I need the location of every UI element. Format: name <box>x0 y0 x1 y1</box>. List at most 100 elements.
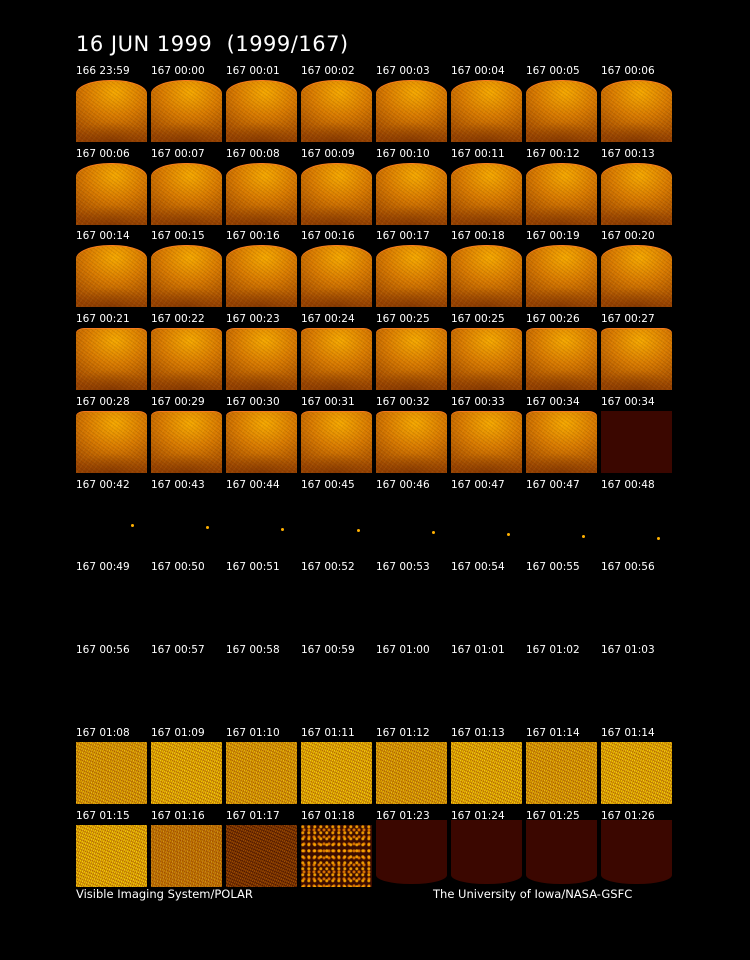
frame-timestamp: 167 00:29 <box>151 396 205 408</box>
image-frame-cell: 167 00:16 <box>226 230 299 312</box>
frame-image <box>151 245 222 307</box>
image-frame-cell: 167 00:53 <box>376 561 449 643</box>
frame-image <box>151 494 222 556</box>
frame-image <box>226 163 297 225</box>
frame-timestamp: 167 00:13 <box>601 148 655 160</box>
frame-timestamp: 167 00:45 <box>301 479 355 491</box>
image-frame-cell: 167 00:49 <box>76 561 149 643</box>
frame-timestamp: 167 00:42 <box>76 479 130 491</box>
image-frame-cell: 167 00:20 <box>601 230 674 312</box>
frame-timestamp: 167 00:19 <box>526 230 580 242</box>
image-frame-cell: 167 00:22 <box>151 313 224 395</box>
image-frame-cell: 167 01:13 <box>451 727 524 809</box>
frame-timestamp: 167 01:10 <box>226 727 280 739</box>
frame-image <box>376 659 447 721</box>
aurora-dot <box>582 534 586 538</box>
image-frame-cell: 167 01:15 <box>76 810 149 892</box>
frame-image <box>301 328 372 390</box>
frame-timestamp: 167 00:23 <box>226 313 280 325</box>
frame-timestamp: 167 00:22 <box>151 313 205 325</box>
frame-timestamp: 167 00:26 <box>526 313 580 325</box>
image-frame-cell: 167 00:42 <box>76 479 149 561</box>
image-frame-cell: 167 00:03 <box>376 65 449 147</box>
frame-image <box>151 576 222 638</box>
frame-image <box>76 245 147 307</box>
frame-image <box>151 411 222 473</box>
frame-timestamp: 167 01:23 <box>376 810 430 822</box>
frame-timestamp: 167 00:51 <box>226 561 280 573</box>
frame-image <box>376 742 447 804</box>
image-frame-cell: 167 00:57 <box>151 644 224 726</box>
frame-image <box>76 742 147 804</box>
image-frame-cell: 167 00:27 <box>601 313 674 395</box>
frame-image <box>301 245 372 307</box>
image-frame-cell: 167 01:11 <box>301 727 374 809</box>
frame-image <box>151 742 222 804</box>
frame-image <box>301 494 372 556</box>
frame-timestamp: 167 01:24 <box>451 810 505 822</box>
image-frame-cell: 167 00:13 <box>601 148 674 230</box>
image-frame-cell: 167 00:12 <box>526 148 599 230</box>
image-frame-cell: 167 00:52 <box>301 561 374 643</box>
image-frame-cell: 167 00:34 <box>601 396 674 478</box>
image-frame-cell: 167 01:09 <box>151 727 224 809</box>
image-frame-cell: 167 00:48 <box>601 479 674 561</box>
frame-image <box>226 576 297 638</box>
frame-timestamp: 167 00:56 <box>76 644 130 656</box>
frame-image <box>301 411 372 473</box>
page-title: 16 JUN 1999 (1999/167) <box>76 32 349 56</box>
frame-image <box>451 328 522 390</box>
frame-image <box>601 245 672 307</box>
frame-image <box>151 659 222 721</box>
image-frame-cell: 167 00:55 <box>526 561 599 643</box>
image-frame-cell: 167 00:19 <box>526 230 599 312</box>
frame-timestamp: 167 00:47 <box>451 479 505 491</box>
frame-timestamp: 167 00:57 <box>151 644 205 656</box>
frame-image <box>601 328 672 390</box>
image-frame-cell: 167 00:43 <box>151 479 224 561</box>
frame-timestamp: 167 00:03 <box>376 65 430 77</box>
image-frame-cell: 167 00:32 <box>376 396 449 478</box>
image-frame-cell: 167 00:07 <box>151 148 224 230</box>
frame-timestamp: 167 00:55 <box>526 561 580 573</box>
frame-timestamp: 167 01:12 <box>376 727 430 739</box>
image-frame-cell: 167 01:26 <box>601 810 674 892</box>
frame-image <box>451 659 522 721</box>
image-frame-cell: 167 00:34 <box>526 396 599 478</box>
aurora-dot <box>131 524 134 527</box>
frame-timestamp: 167 00:01 <box>226 65 280 77</box>
frame-timestamp: 167 00:50 <box>151 561 205 573</box>
image-frame-cell: 167 01:03 <box>601 644 674 726</box>
frame-image <box>601 494 672 556</box>
image-frame-cell: 167 00:33 <box>451 396 524 478</box>
frame-image <box>376 245 447 307</box>
image-frame-cell: 167 00:15 <box>151 230 224 312</box>
image-frame-cell: 167 00:02 <box>301 65 374 147</box>
frame-image <box>226 328 297 390</box>
frame-image <box>76 825 147 887</box>
image-frame-cell: 167 00:21 <box>76 313 149 395</box>
frame-image <box>526 163 597 225</box>
image-frame-cell: 167 01:08 <box>76 727 149 809</box>
image-frame-cell: 166 23:59 <box>76 65 149 147</box>
image-frame-cell: 167 00:05 <box>526 65 599 147</box>
frame-timestamp: 167 00:08 <box>226 148 280 160</box>
frame-timestamp: 167 01:14 <box>526 727 580 739</box>
frame-image <box>301 576 372 638</box>
image-frame-cell: 167 01:23 <box>376 810 449 892</box>
frame-timestamp: 167 00:16 <box>301 230 355 242</box>
frame-timestamp: 167 00:34 <box>526 396 580 408</box>
footer-credit-instrument: Visible Imaging System/POLAR <box>76 887 253 901</box>
image-frame-cell: 167 00:14 <box>76 230 149 312</box>
frame-timestamp: 167 00:18 <box>451 230 505 242</box>
image-frame-cell: 167 00:25 <box>451 313 524 395</box>
footer-credit-institution: The University of Iowa/NASA-GSFC <box>433 887 633 901</box>
image-frame-cell: 167 00:23 <box>226 313 299 395</box>
frame-timestamp: 167 00:32 <box>376 396 430 408</box>
frame-timestamp: 167 01:17 <box>226 810 280 822</box>
image-frame-cell: 167 01:10 <box>226 727 299 809</box>
frame-timestamp: 167 01:18 <box>301 810 355 822</box>
aurora-dot <box>507 533 510 536</box>
image-frame-cell: 167 00:51 <box>226 561 299 643</box>
image-frame-cell: 167 00:50 <box>151 561 224 643</box>
